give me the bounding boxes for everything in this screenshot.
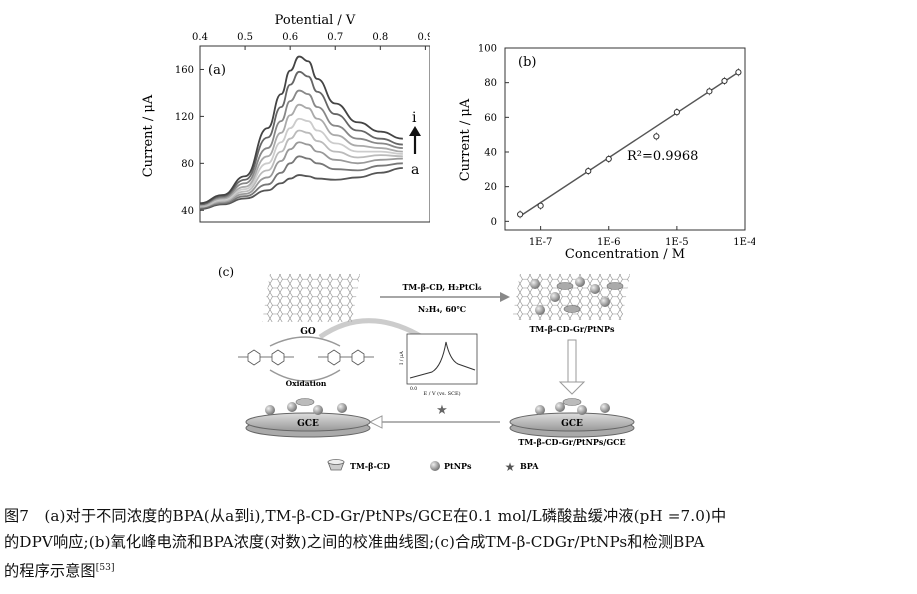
dpv-curve-h — [199, 70, 403, 206]
y-tick-label: 40 — [181, 206, 194, 217]
x-tick-label: 1E-7 — [529, 237, 553, 248]
dpv-curve-a — [199, 167, 403, 210]
data-point — [673, 109, 680, 116]
down-arrow-icon — [558, 339, 586, 395]
dpv-curve-b — [199, 155, 403, 209]
inset-ylabel: I / μA — [399, 351, 405, 365]
scheme-legend: TM-β-CD PtNPs ★ BPA — [327, 459, 539, 474]
chart-a-panel-label: (a) — [208, 63, 226, 78]
chart-b-plot — [517, 68, 742, 219]
chart-b-y-ticks: 0 20 40 60 80 100 — [478, 44, 509, 228]
y-tick-label: 20 — [484, 182, 497, 193]
oxidation-label: Oxidation — [286, 379, 327, 388]
legend-star-icon: ★ — [505, 460, 516, 474]
caption-line-3: 的程序示意图[53] — [4, 555, 914, 584]
x-tick-label: 0.5 — [237, 32, 253, 43]
left-arrow-icon — [368, 415, 500, 429]
x-tick-label: 0.4 — [192, 32, 208, 43]
left-electrode-label: GCE — [297, 419, 319, 429]
chart-a-frame — [199, 45, 430, 223]
calibration-chart: 0 20 40 60 80 100 1E-7 1E-6 1E-5 1E-4 Current / … — [458, 44, 755, 263]
modified-electrode — [509, 398, 635, 438]
scheme-panel-label: (c) — [218, 265, 234, 279]
legend-label-pt: PtNPs — [444, 461, 472, 471]
arrow1-bottom-label: N₂H₄, 60℃ — [418, 304, 467, 314]
r-squared-annotation: R²=0.9968 — [627, 149, 698, 164]
x-tick-label: 0.6 — [282, 32, 298, 43]
legend-label-bpa: BPA — [520, 461, 539, 471]
up-arrow-icon — [409, 126, 421, 154]
chart-a-ylabel: Current / μA — [141, 94, 156, 177]
data-point — [585, 167, 592, 175]
chart-b-x-ticks: 1E-7 1E-6 1E-5 1E-4 — [529, 226, 755, 248]
x-tick-label: 0.8 — [372, 32, 388, 43]
chart-a-xlabel: Potential / V — [275, 13, 356, 28]
series-end-label: i — [412, 110, 417, 126]
y-tick-label: 120 — [175, 112, 194, 123]
go-label: GO — [300, 327, 316, 337]
y-tick-label: 100 — [478, 44, 497, 55]
right-electrode-caption: TM-β-CD-Gr/PtNPs/GCE — [518, 437, 625, 447]
data-point — [706, 88, 713, 95]
fit-line — [519, 71, 739, 217]
sensing-electrode — [245, 398, 371, 438]
product-label: TM-β-CD-Gr/PtNPs — [529, 324, 615, 334]
sphere-icon — [430, 461, 440, 471]
data-point — [605, 155, 612, 163]
bpa-molecule — [238, 349, 294, 366]
synthesis-scheme: (c) GO TM-β-CD, H₂PtCl₆ N₂H₄, 60℃ TM-β-C… — [218, 265, 635, 474]
data-point — [721, 77, 728, 85]
cycle-arrows — [269, 318, 432, 382]
cyclodextrin-cone-icon — [327, 459, 345, 471]
x-tick-label: 1E-6 — [597, 237, 621, 248]
chart-b-xlabel: Concentration / M — [565, 247, 685, 262]
inset-tick: 0.0 — [410, 386, 417, 392]
y-tick-label: 0 — [491, 217, 497, 228]
star-icon: ★ — [436, 403, 448, 418]
data-point — [537, 202, 544, 209]
right-electrode-label: GCE — [561, 419, 583, 429]
chart-b-ylabel: Current / μA — [458, 98, 473, 181]
caption-reference: [53] — [95, 563, 115, 573]
caption-line-3-text: 的程序示意图 — [4, 562, 96, 581]
x-tick-label: 0.9 — [417, 32, 430, 43]
dpv-chart: Potential / V 0.4 0.5 0.6 0.7 0.8 0.9 40 80 120… — [141, 13, 430, 223]
y-tick-label: 80 — [181, 159, 194, 170]
dpv-curve-d — [199, 129, 403, 208]
x-tick-label: 0.7 — [327, 32, 343, 43]
x-tick-label: 1E-5 — [665, 237, 689, 248]
arrow1-top-label: TM-β-CD, H₂PtCl₆ — [402, 282, 482, 292]
graphene-oxide-sheet — [262, 274, 360, 322]
data-point — [735, 69, 742, 76]
x-tick-label: 1E-4 — [733, 237, 755, 248]
legend-label-cd: TM-β-CD — [350, 461, 390, 471]
y-tick-label: 40 — [484, 148, 497, 159]
series-start-label: a — [411, 162, 419, 178]
chart-b-frame — [504, 47, 746, 231]
dpv-curve-i — [199, 55, 403, 205]
chart-a-y-ticks: 40 80 120 160 — [175, 65, 204, 217]
y-tick-label: 60 — [484, 113, 497, 124]
caption-line-1: 图7 (a)对于不同浓度的BPA(从a到i),TM-β-CD-Gr/PtNPs/… — [4, 507, 727, 525]
dpv-curve-c — [199, 141, 403, 208]
y-tick-label: 160 — [175, 65, 194, 76]
y-tick-label: 80 — [484, 78, 497, 89]
dpv-curve-g — [199, 89, 403, 206]
inset-xlabel: E / V (vs. SCE) — [423, 390, 460, 397]
chart-a-series — [199, 55, 403, 210]
data-point — [653, 133, 660, 140]
inset-dpv-plot — [406, 333, 478, 385]
data-point — [517, 211, 524, 218]
dpv-curve-f — [199, 103, 403, 207]
chart-b-panel-label: (b) — [518, 55, 536, 70]
caption-line-2: 的DPV响应;(b)氧化峰电流和BPA浓度(对数)之间的校准曲线图;(c)合成T… — [4, 533, 705, 551]
chart-a-x-ticks: 0.4 0.5 0.6 0.7 0.8 0.9 — [192, 32, 430, 50]
figure-caption: 图7 (a)对于不同浓度的BPA(从a到i),TM-β-CD-Gr/PtNPs/… — [4, 503, 914, 584]
dpv-curve-e — [199, 117, 403, 207]
right-arrow-icon — [380, 292, 510, 302]
oxidized-molecule — [318, 349, 374, 366]
decorated-graphene-sheet — [512, 274, 630, 320]
